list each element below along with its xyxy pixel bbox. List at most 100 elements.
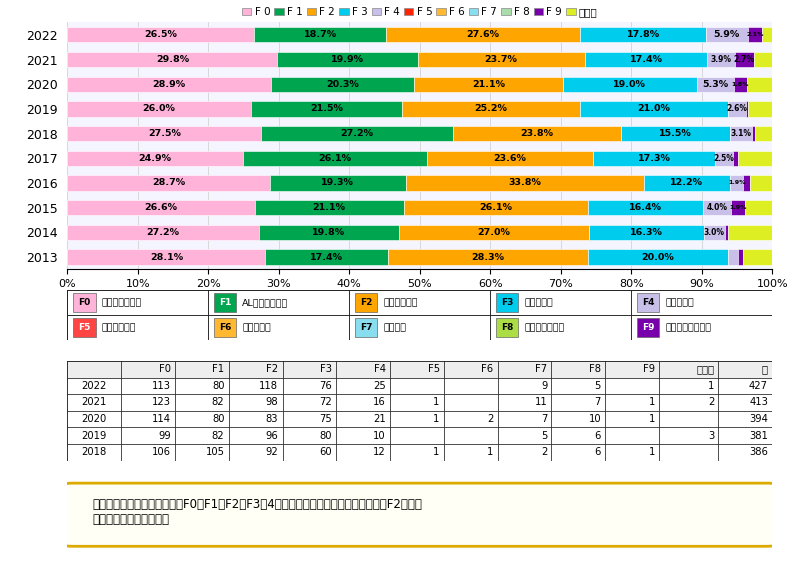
Text: 1: 1 [487, 447, 493, 457]
Bar [67, 411, 121, 427]
Text: 5.9%: 5.9% [714, 30, 740, 39]
Bar [631, 315, 772, 340]
Bar [718, 427, 772, 444]
Text: F8: F8 [589, 364, 601, 374]
Bar [121, 378, 175, 394]
Bar [659, 394, 718, 411]
Text: 92: 92 [265, 447, 278, 457]
Text: 2: 2 [708, 397, 714, 407]
Bar [593, 151, 715, 166]
Bar [229, 361, 283, 378]
Bar [490, 315, 631, 340]
Bar [718, 378, 772, 394]
Bar [605, 394, 659, 411]
Text: 82: 82 [211, 430, 224, 441]
Bar [659, 361, 718, 378]
Bar [277, 52, 417, 67]
Bar [67, 151, 243, 166]
Text: 11: 11 [535, 397, 547, 407]
Bar [229, 427, 283, 444]
Bar [208, 315, 349, 340]
Text: 33.8%: 33.8% [508, 179, 541, 188]
Text: F3: F3 [501, 298, 513, 307]
Bar [175, 444, 229, 461]
Bar [417, 52, 584, 67]
Text: 12: 12 [373, 447, 386, 457]
Bar [747, 76, 772, 92]
Bar [744, 175, 750, 191]
Text: 21.1%: 21.1% [313, 203, 345, 212]
Text: 7: 7 [541, 414, 547, 424]
Bar [490, 290, 631, 315]
Text: F8: F8 [501, 323, 513, 332]
Bar [337, 378, 390, 394]
Text: 386: 386 [749, 447, 768, 457]
Bar [731, 200, 744, 215]
Bar [659, 427, 718, 444]
Bar [750, 175, 772, 191]
Bar [67, 250, 265, 265]
Bar [283, 378, 337, 394]
Bar [337, 444, 390, 461]
Bar [67, 315, 208, 340]
Bar [67, 126, 261, 141]
Bar [67, 378, 121, 394]
Text: 1: 1 [649, 447, 655, 457]
Bar [337, 361, 390, 378]
Bar [398, 225, 589, 240]
Text: 114: 114 [152, 414, 171, 424]
Bar [259, 225, 398, 240]
Text: 16.4%: 16.4% [629, 203, 662, 212]
Text: 60: 60 [319, 447, 332, 457]
Text: 80: 80 [319, 430, 332, 441]
Text: F0: F0 [158, 364, 171, 374]
Bar [748, 27, 763, 43]
Bar [283, 361, 337, 378]
Text: 25.2%: 25.2% [474, 105, 508, 114]
Bar [631, 290, 772, 315]
Text: 行動性障害等: 行動性障害等 [101, 323, 135, 332]
Bar [725, 225, 729, 240]
Bar [121, 394, 175, 411]
Bar [390, 427, 444, 444]
Text: 2022: 2022 [82, 381, 107, 391]
Text: 5: 5 [595, 381, 601, 391]
Bar [584, 52, 707, 67]
Text: 3.1%: 3.1% [730, 129, 752, 138]
Text: 精神遅滞: 精神遅滞 [383, 323, 406, 332]
Text: 24.9%: 24.9% [139, 154, 172, 163]
Bar [121, 361, 175, 378]
Text: 20.0%: 20.0% [642, 252, 674, 261]
Text: F1: F1 [212, 364, 224, 374]
Bar [444, 361, 497, 378]
Bar [175, 361, 229, 378]
Text: 80: 80 [212, 414, 224, 424]
Text: 16: 16 [373, 397, 386, 407]
Bar [718, 394, 772, 411]
Bar [659, 444, 718, 461]
Text: F9: F9 [642, 323, 654, 332]
Text: 19.3%: 19.3% [322, 179, 354, 188]
Text: 2.6%: 2.6% [726, 105, 748, 114]
Text: 19.8%: 19.8% [312, 228, 345, 237]
Text: 27.5%: 27.5% [148, 129, 181, 138]
Bar [748, 101, 772, 116]
Text: 26.1%: 26.1% [318, 154, 352, 163]
Text: 23.8%: 23.8% [520, 129, 554, 138]
Text: 21.5%: 21.5% [310, 105, 343, 114]
Text: 72: 72 [319, 397, 332, 407]
Bar [355, 318, 378, 337]
Text: 394: 394 [749, 414, 768, 424]
FancyBboxPatch shape [64, 483, 775, 546]
Bar [214, 293, 237, 312]
Text: 2019: 2019 [82, 430, 107, 441]
Bar [605, 378, 659, 394]
Bar [67, 101, 250, 116]
Bar [67, 427, 121, 444]
Bar [214, 318, 237, 337]
Bar [229, 378, 283, 394]
Bar [497, 444, 551, 461]
Bar [744, 250, 772, 265]
Text: F4: F4 [642, 298, 654, 307]
Text: 16.3%: 16.3% [630, 228, 663, 237]
